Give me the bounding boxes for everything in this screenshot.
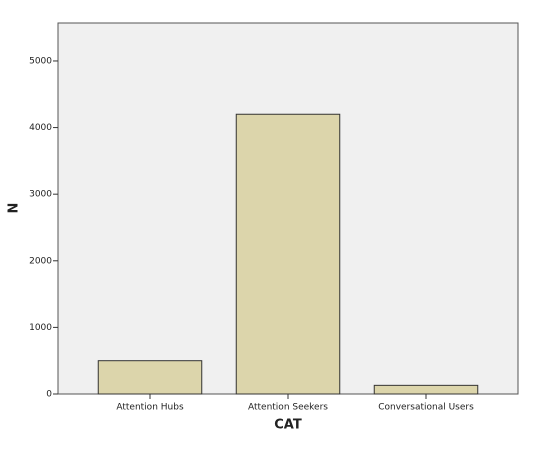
- bar: [373, 384, 479, 395]
- bar: [235, 113, 341, 395]
- x-tick-label: Conversational Users: [378, 403, 474, 413]
- y-tick-label: 0: [46, 390, 52, 400]
- y-axis-title: N: [7, 203, 22, 214]
- y-tick-label: 4000: [29, 123, 52, 133]
- x-tick-label: Attention Hubs: [116, 403, 184, 413]
- bar: [97, 360, 203, 395]
- y-tick-label: 5000: [29, 56, 52, 66]
- x-axis-title: CAT: [274, 418, 302, 433]
- x-tick-label: Attention Seekers: [248, 403, 328, 413]
- y-tick-label: 3000: [29, 190, 52, 200]
- y-tick-label: 2000: [29, 256, 52, 266]
- y-tick-label: 1000: [29, 323, 52, 333]
